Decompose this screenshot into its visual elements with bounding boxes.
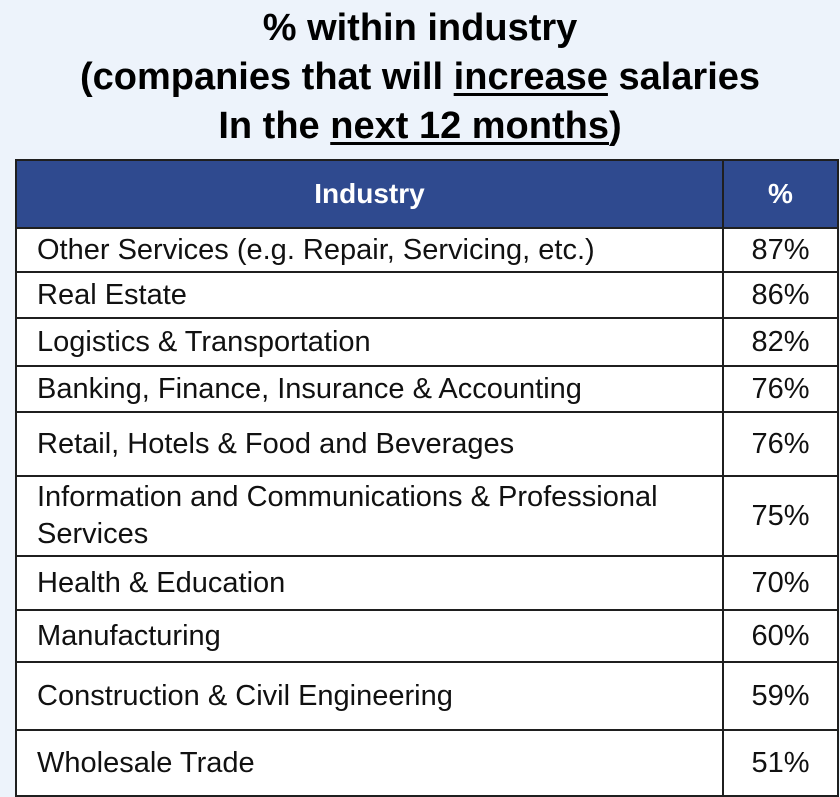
percent-cell: 76% (722, 411, 839, 477)
column-header-industry: Industry (15, 159, 724, 229)
title-line-3-end: ) (608, 105, 622, 147)
industry-cell: Retail, Hotels & Food and Beverages (15, 411, 724, 477)
percent-cell: 87% (722, 227, 839, 273)
title-line-3-start: In the (218, 105, 331, 147)
figure-title: % within industry (companies that will i… (0, 4, 840, 151)
percent-cell: 82% (722, 317, 839, 367)
percent-cell: 76% (722, 365, 839, 413)
percent-cell: 75% (722, 475, 839, 557)
title-line-2-end: salaries (607, 56, 761, 98)
table-row: Information and Communications & Profess… (15, 475, 839, 557)
industry-cell: Manufacturing (15, 609, 724, 663)
percent-cell: 70% (722, 555, 839, 611)
column-header-percent: % (722, 159, 839, 229)
percent-cell: 59% (722, 661, 839, 731)
industry-cell: Real Estate (15, 271, 724, 319)
industry-table: Industry % Other Services (e.g. Repair, … (15, 159, 839, 797)
industry-cell: Logistics & Transportation (15, 317, 724, 367)
table-row: Retail, Hotels & Food and Beverages 76% (15, 411, 839, 477)
table-row: Banking, Finance, Insurance & Accounting… (15, 365, 839, 413)
table-row: Real Estate 86% (15, 271, 839, 319)
table-row: Manufacturing 60% (15, 609, 839, 663)
industry-cell: Information and Communications & Profess… (15, 475, 724, 557)
table-row: Wholesale Trade 51% (15, 729, 839, 797)
industry-cell: Health & Education (15, 555, 724, 611)
title-underlined-period: next 12 months (330, 105, 609, 147)
title-line-2: (companies that will increase salaries (0, 53, 840, 102)
title-line-3: In the next 12 months) (0, 102, 840, 151)
percent-cell: 60% (722, 609, 839, 663)
title-underlined-increase: increase (453, 56, 608, 98)
table-row: Construction & Civil Engineering 59% (15, 661, 839, 731)
title-line-2-start: (companies that will (79, 56, 454, 98)
industry-cell: Construction & Civil Engineering (15, 661, 724, 731)
percent-cell: 51% (722, 729, 839, 797)
industry-cell: Other Services (e.g. Repair, Servicing, … (15, 227, 724, 273)
table-row: Logistics & Transportation 82% (15, 317, 839, 367)
table-row: Health & Education 70% (15, 555, 839, 611)
industry-cell: Wholesale Trade (15, 729, 724, 797)
industry-cell: Banking, Finance, Insurance & Accounting (15, 365, 724, 413)
percent-cell: 86% (722, 271, 839, 319)
table-header-row: Industry % (15, 159, 839, 229)
title-line-1: % within industry (262, 7, 578, 49)
table-row: Other Services (e.g. Repair, Servicing, … (15, 227, 839, 273)
